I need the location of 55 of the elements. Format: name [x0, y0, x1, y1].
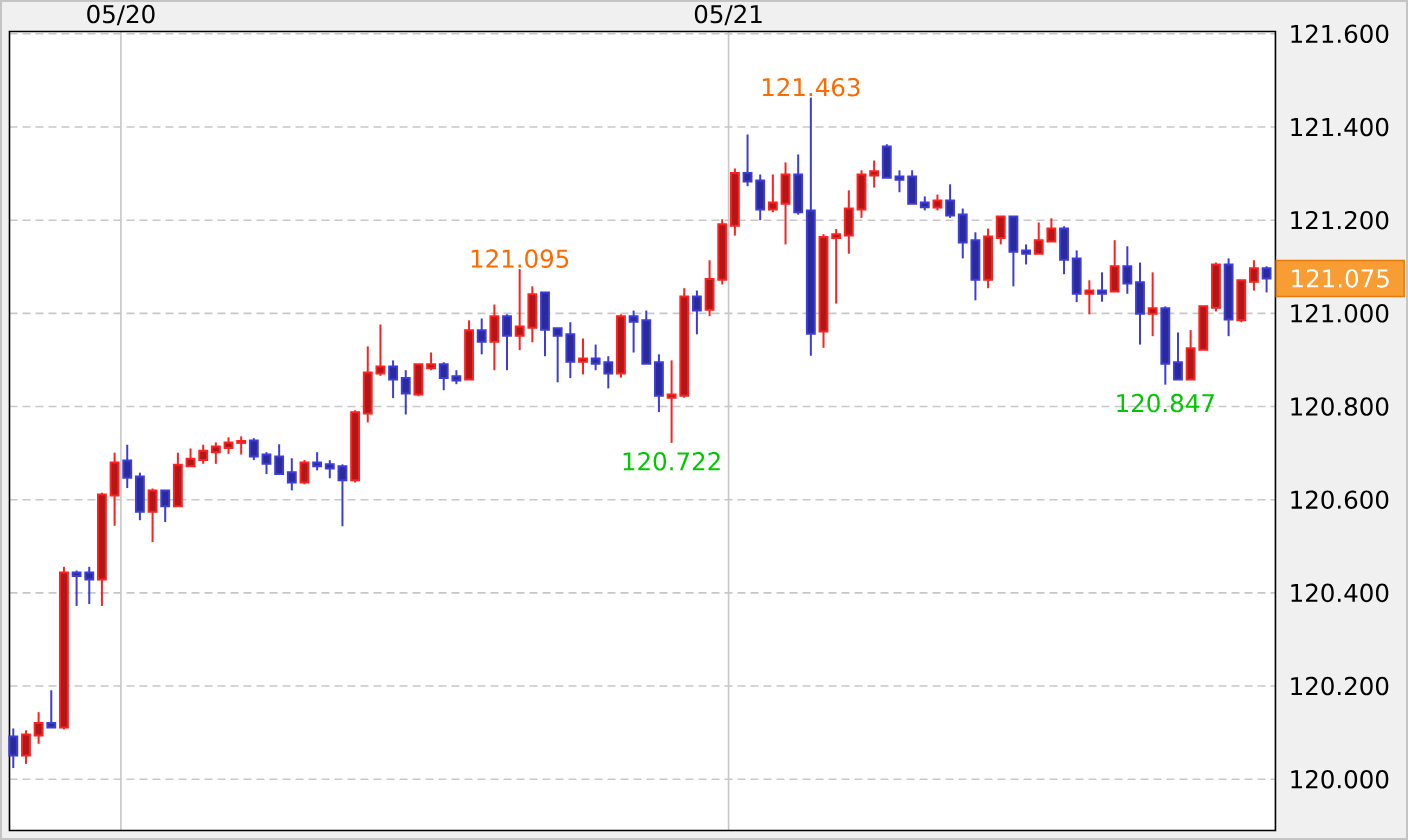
- y-tick-label: 120.200: [1291, 676, 1389, 696]
- candlestick: [1223, 257, 1234, 338]
- candlestick: [616, 313, 626, 379]
- y-tick-label: 121.600: [1291, 24, 1389, 44]
- y-tick-label: 121.200: [1291, 210, 1389, 230]
- annotation: 120.722: [623, 452, 720, 471]
- candlestick: [691, 289, 702, 336]
- candlestick: [780, 161, 791, 246]
- candlestick: [400, 369, 411, 416]
- candlestick: [666, 359, 677, 444]
- candlestick: [21, 729, 31, 765]
- candlestick: [502, 313, 512, 372]
- annotation: 120.847: [1117, 393, 1214, 413]
- candlestick: [628, 309, 639, 354]
- candlestick: [565, 321, 576, 380]
- candlestick: [1261, 265, 1272, 294]
- candlestick: [96, 491, 107, 607]
- candlestick: [84, 565, 95, 606]
- candlestick: [514, 268, 525, 352]
- candlestick: [843, 189, 854, 255]
- candlestick: [388, 359, 399, 400]
- candlestick: [8, 727, 19, 770]
- annotation: 121.095: [471, 249, 569, 268]
- x-tick-label: 05/21: [694, 4, 762, 26]
- candlestick: [236, 435, 247, 456]
- x-tick-label: 05/20: [87, 4, 155, 26]
- candlestick: [1147, 271, 1158, 338]
- y-tick-label: 120.000: [1291, 769, 1389, 789]
- candlestick: [1135, 261, 1145, 346]
- candlestick: [755, 173, 766, 222]
- candlestick: [603, 355, 614, 390]
- y-tick-label: 121.000: [1291, 304, 1389, 323]
- y-tick-label: 121.400: [1291, 117, 1389, 137]
- candlestick: [489, 303, 500, 372]
- y-tick-label: 120.600: [1291, 490, 1389, 509]
- candlestick: [654, 353, 664, 414]
- candlestick: [1059, 225, 1069, 276]
- y-tick-label: 120.800: [1291, 397, 1389, 416]
- candlestick: [33, 711, 44, 745]
- candlestick: [970, 231, 981, 302]
- candlestick: [210, 441, 221, 465]
- candlestick: [869, 159, 880, 189]
- candlestick: [1160, 305, 1171, 386]
- candlestick: [818, 233, 829, 349]
- candlestick: [438, 361, 449, 392]
- candlestick: [729, 167, 740, 237]
- candlestick: [831, 228, 842, 305]
- candlestick: [1084, 279, 1095, 316]
- candlestick: [337, 463, 348, 528]
- text: 121.075: [1292, 269, 1389, 288]
- annotation: 121.463: [762, 77, 860, 97]
- candlestick: [109, 451, 120, 527]
- y-tick-label: 120.400: [1291, 583, 1389, 603]
- candlestick: [527, 285, 538, 344]
- candlestick: [805, 96, 816, 357]
